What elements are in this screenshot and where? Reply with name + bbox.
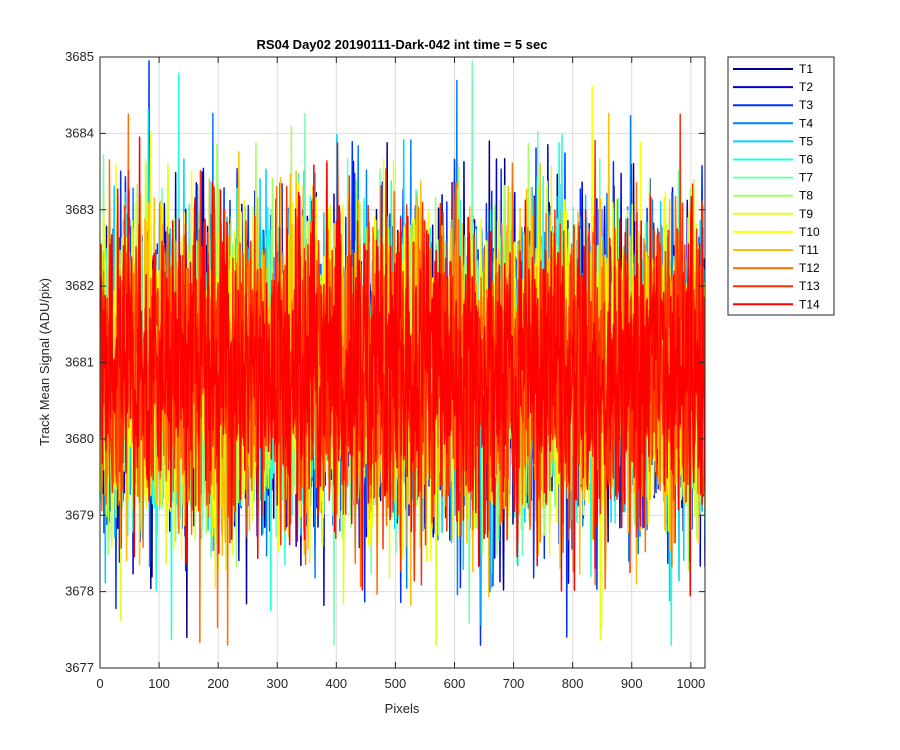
legend-label-t13: T13 [799, 279, 820, 293]
legend-label-t5: T5 [799, 134, 813, 148]
x-tick-label: 200 [207, 676, 229, 691]
legend-label-t12: T12 [799, 261, 820, 275]
x-tick-label: 700 [503, 676, 525, 691]
y-tick-label: 3684 [65, 125, 94, 140]
legend-label-t9: T9 [799, 207, 813, 221]
legend-label-t8: T8 [799, 189, 813, 203]
y-axis-label: Track Mean Signal (ADU/pix) [37, 278, 52, 446]
series-line-t13 [100, 113, 705, 586]
axis-ticks: 0 100 200 300 400 500 600 700 800 900 1000 3677 3678… [65, 49, 705, 691]
x-tick-label: 1000 [676, 676, 705, 691]
series-group [100, 60, 705, 646]
series-line-t14 [100, 136, 705, 597]
y-tick-label: 3677 [65, 660, 94, 675]
x-tick-label: 400 [325, 676, 347, 691]
legend-label-t7: T7 [799, 171, 813, 185]
legend-label-t2: T2 [799, 80, 813, 94]
legend[interactable]: T1 T2 T3 T4 T5 T6 T7 T8 T9 T10 T11 T12 T13 T14 [727, 56, 835, 316]
legend-label-t1: T1 [799, 62, 813, 76]
y-tick-label: 3685 [65, 49, 94, 64]
x-tick-label: 300 [266, 676, 288, 691]
x-tick-label: 100 [148, 676, 170, 691]
x-tick-label: 600 [444, 676, 466, 691]
legend-label-t3: T3 [799, 98, 813, 112]
x-tick-label: 900 [621, 676, 643, 691]
legend-label-t4: T4 [799, 116, 813, 130]
x-tick-label: 800 [562, 676, 584, 691]
y-tick-label: 3682 [65, 278, 94, 293]
x-axis-label: Pixels [385, 701, 420, 716]
y-tick-label: 3683 [65, 202, 94, 217]
y-tick-label: 3678 [65, 584, 94, 599]
legend-label-t11: T11 [799, 243, 819, 257]
legend-box [727, 56, 835, 316]
legend-label-t6: T6 [799, 153, 813, 167]
chart-title: RS04 Day02 20190111-Dark-042 int time = … [257, 37, 548, 52]
x-tick-label: 500 [385, 676, 407, 691]
legend-label-t10: T10 [799, 225, 820, 239]
y-tick-label: 3680 [65, 431, 94, 446]
x-tick-label: 0 [96, 676, 103, 691]
y-tick-label: 3681 [65, 355, 94, 370]
y-tick-label: 3679 [65, 507, 94, 522]
legend-label-t14: T14 [799, 297, 820, 311]
